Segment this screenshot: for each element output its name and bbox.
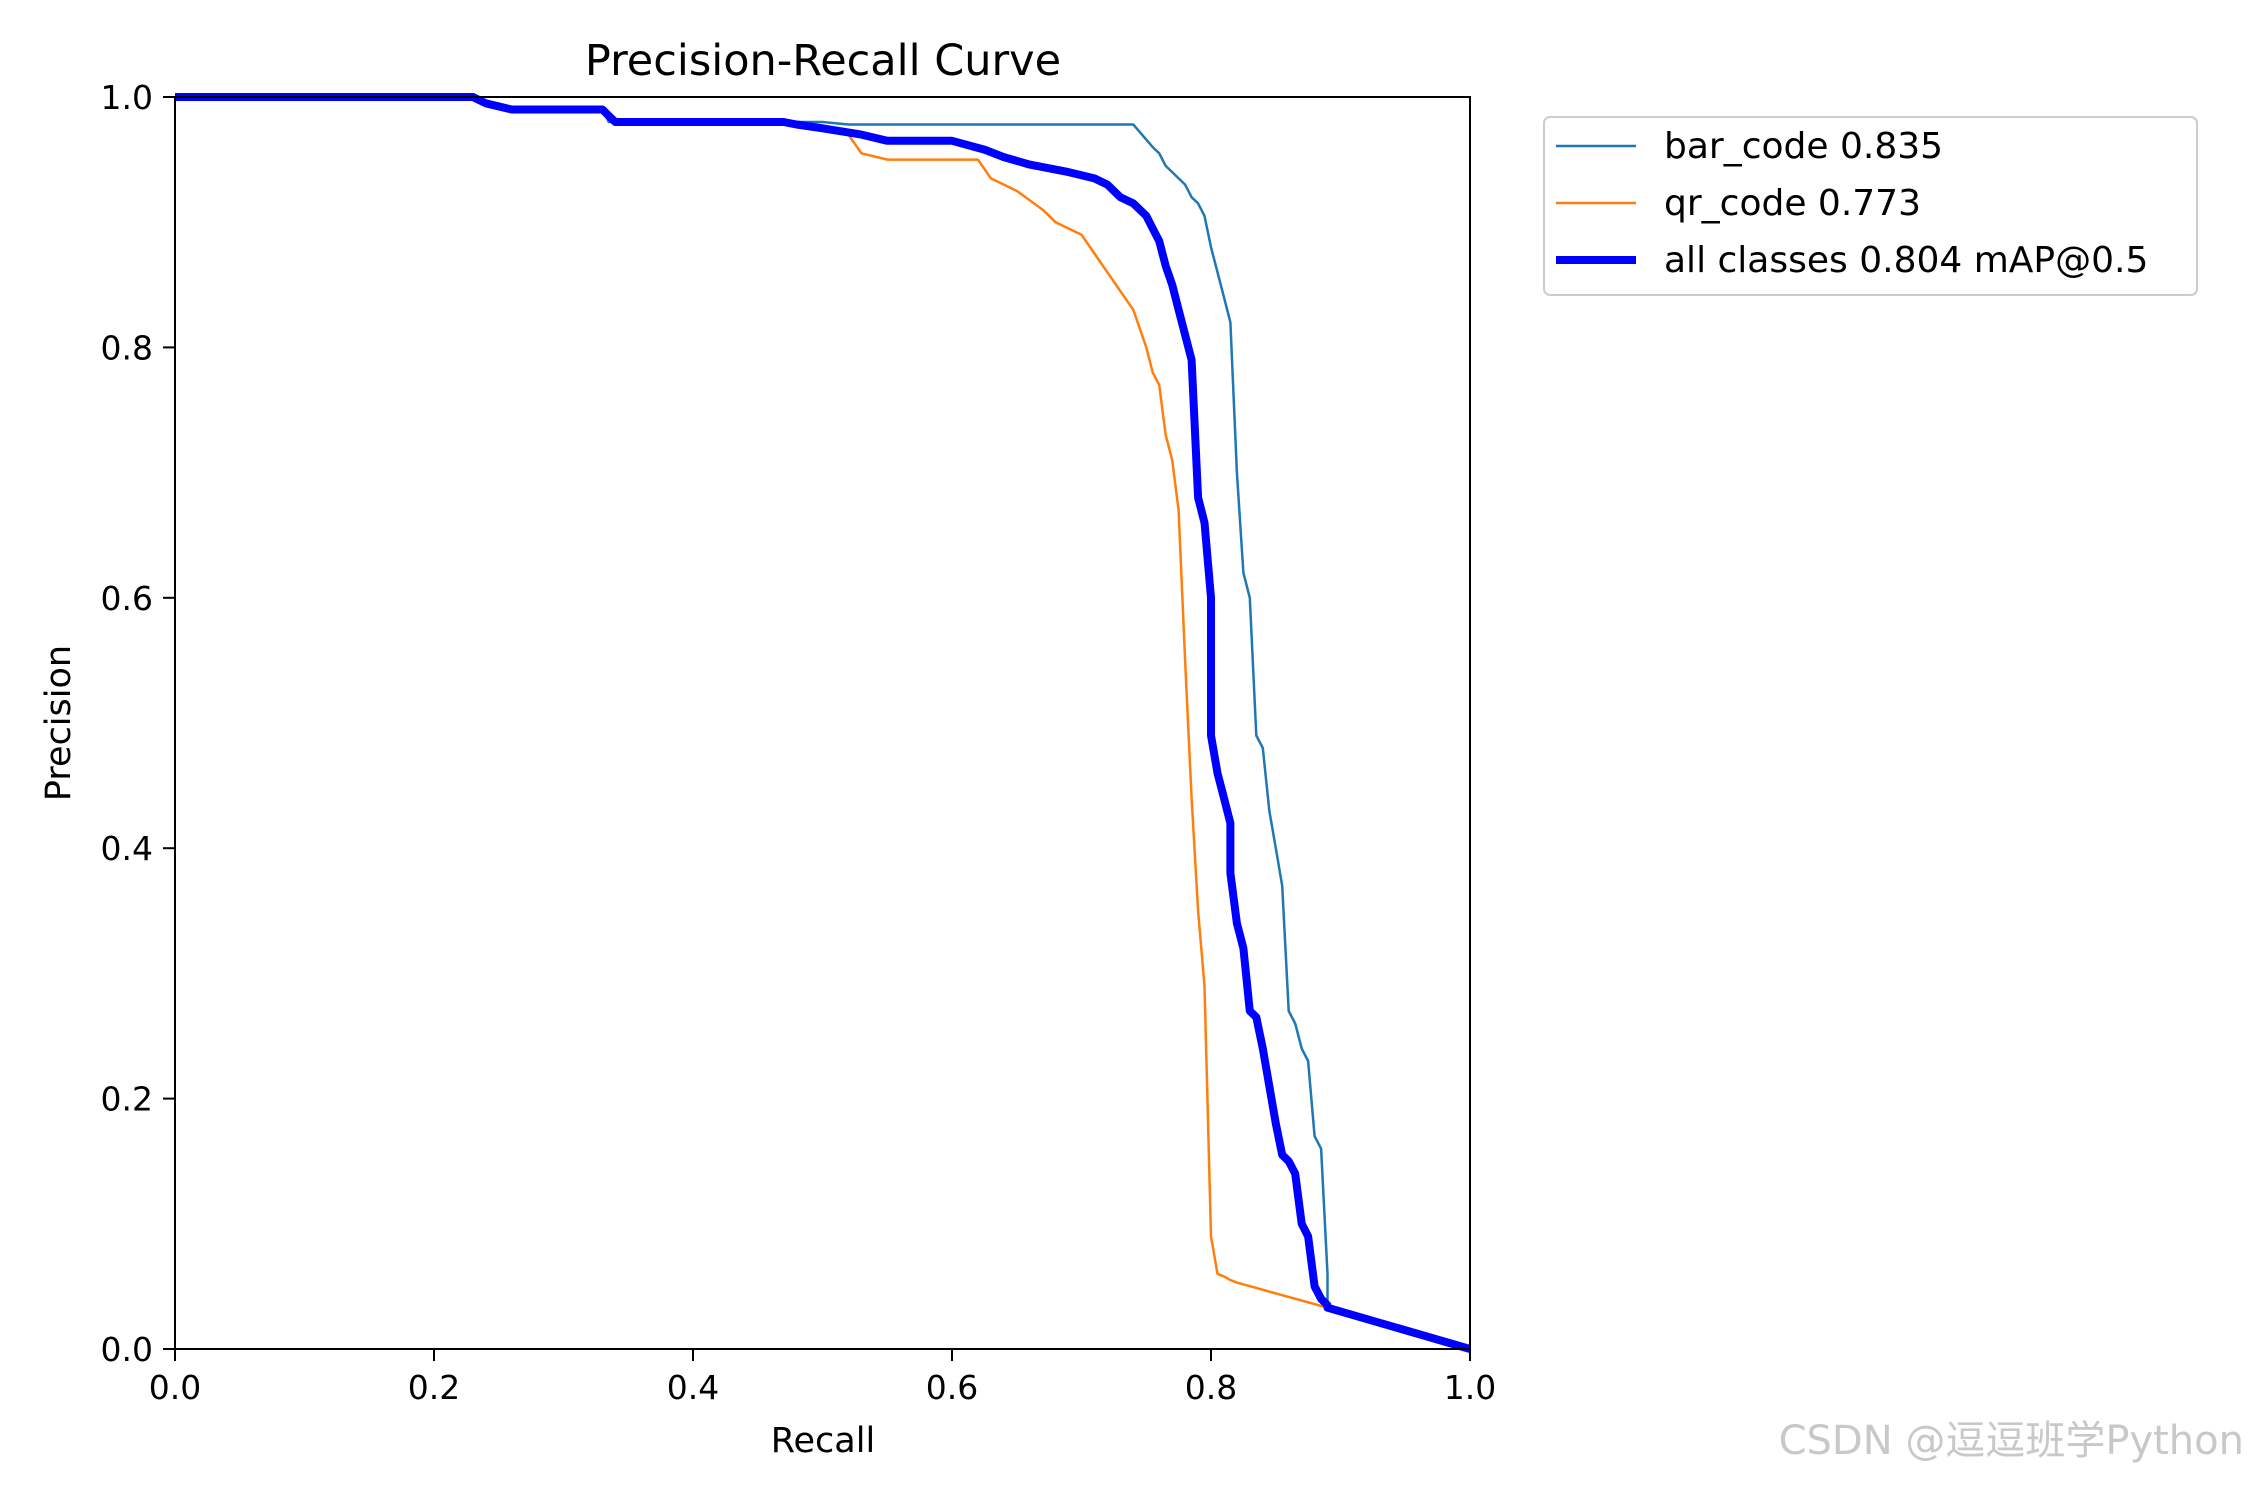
y-axis: 0.0 0.2 0.4 0.6 0.8 1.0 <box>101 78 175 1369</box>
x-tick-label: 1.0 <box>1444 1368 1496 1407</box>
legend-label-2: qr_code 0.773 <box>1664 183 1921 224</box>
y-tick-label: 0.0 <box>101 1330 153 1369</box>
series-layer <box>175 93 1472 1353</box>
y-tick-label: 0.8 <box>101 328 153 367</box>
series-line-3 <box>175 93 1472 1353</box>
y-tick-label: 0.2 <box>101 1080 153 1119</box>
legend: bar_code 0.835 qr_code 0.773 all classes 0… <box>1543 116 2198 296</box>
x-tick-label: 0.6 <box>926 1368 978 1407</box>
legend-items: bar_code 0.835 qr_code 0.773 all classes 0… <box>1556 126 2148 281</box>
x-axis-label: Recall <box>771 1421 875 1461</box>
y-axis-label: Precision <box>39 645 79 801</box>
legend-label-1: bar_code 0.835 <box>1664 126 1943 167</box>
x-tick-label: 0.4 <box>667 1368 719 1407</box>
chart-title: Precision-Recall Curve <box>585 36 1061 86</box>
y-tick-label: 1.0 <box>101 78 153 117</box>
series-line-1 <box>175 95 1471 1351</box>
legend-label-3: all classes 0.804 mAP@0.5 <box>1664 240 2148 281</box>
y-tick-label: 0.6 <box>101 579 153 618</box>
x-axis: 0.0 0.2 0.4 0.6 0.8 1.0 <box>149 1349 1496 1407</box>
plot-frame <box>174 96 1471 1350</box>
x-tick-label: 0.8 <box>1185 1368 1237 1407</box>
series-line-2 <box>175 95 1471 1351</box>
x-tick-label: 0.0 <box>149 1368 201 1407</box>
watermark: CSDN @逗逗班学Python <box>1778 1418 2244 1464</box>
x-tick-label: 0.2 <box>408 1368 460 1407</box>
legend-frame <box>1543 116 2198 296</box>
y-tick-label: 0.4 <box>101 829 153 868</box>
